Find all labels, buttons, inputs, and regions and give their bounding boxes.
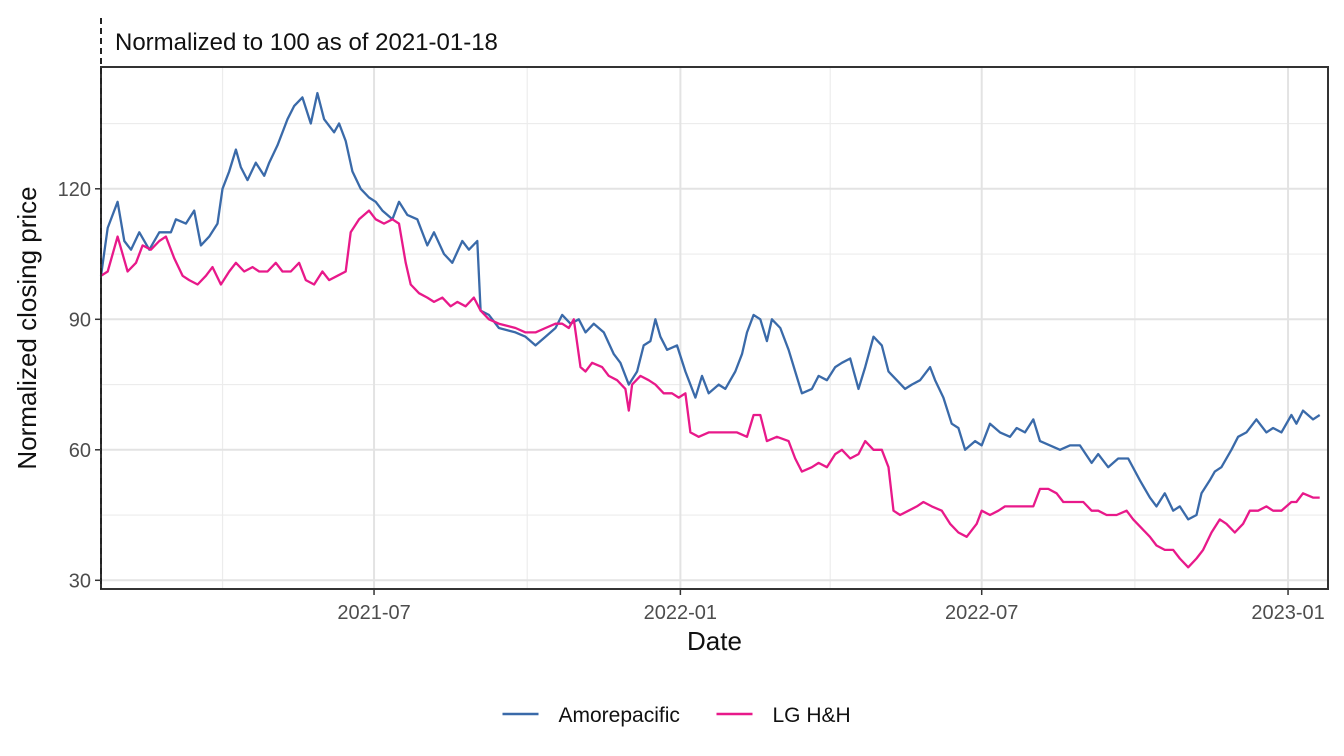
x-tick-label: 2022-07 <box>945 602 1018 624</box>
legend-label: LG H&H <box>773 704 851 727</box>
normalization-note: Normalized to 100 as of 2021-01-18 <box>115 29 498 56</box>
x-tick-label: 2023-01 <box>1251 602 1324 624</box>
x-axis-label: Date <box>687 626 742 656</box>
y-tick-label: 90 <box>69 309 91 331</box>
y-tick-label: 30 <box>69 570 91 592</box>
y-tick-label: 60 <box>69 440 91 462</box>
x-tick-label: 2021-07 <box>337 602 410 624</box>
series-line <box>99 91 1321 521</box>
axes: 30 60 90 120 2021-07 2022-01 2022-07 2023-01 <box>58 179 1325 624</box>
series-lines <box>99 91 1321 569</box>
legend: Amorepacific LG H&H <box>502 704 851 727</box>
series-line <box>100 209 1320 569</box>
y-tick-label: 120 <box>58 179 91 201</box>
grid <box>101 67 1328 589</box>
legend-label: Amorepacific <box>559 704 680 727</box>
y-axis-label: Normalized closing price <box>12 186 42 469</box>
x-tick-label: 2022-01 <box>644 602 717 624</box>
